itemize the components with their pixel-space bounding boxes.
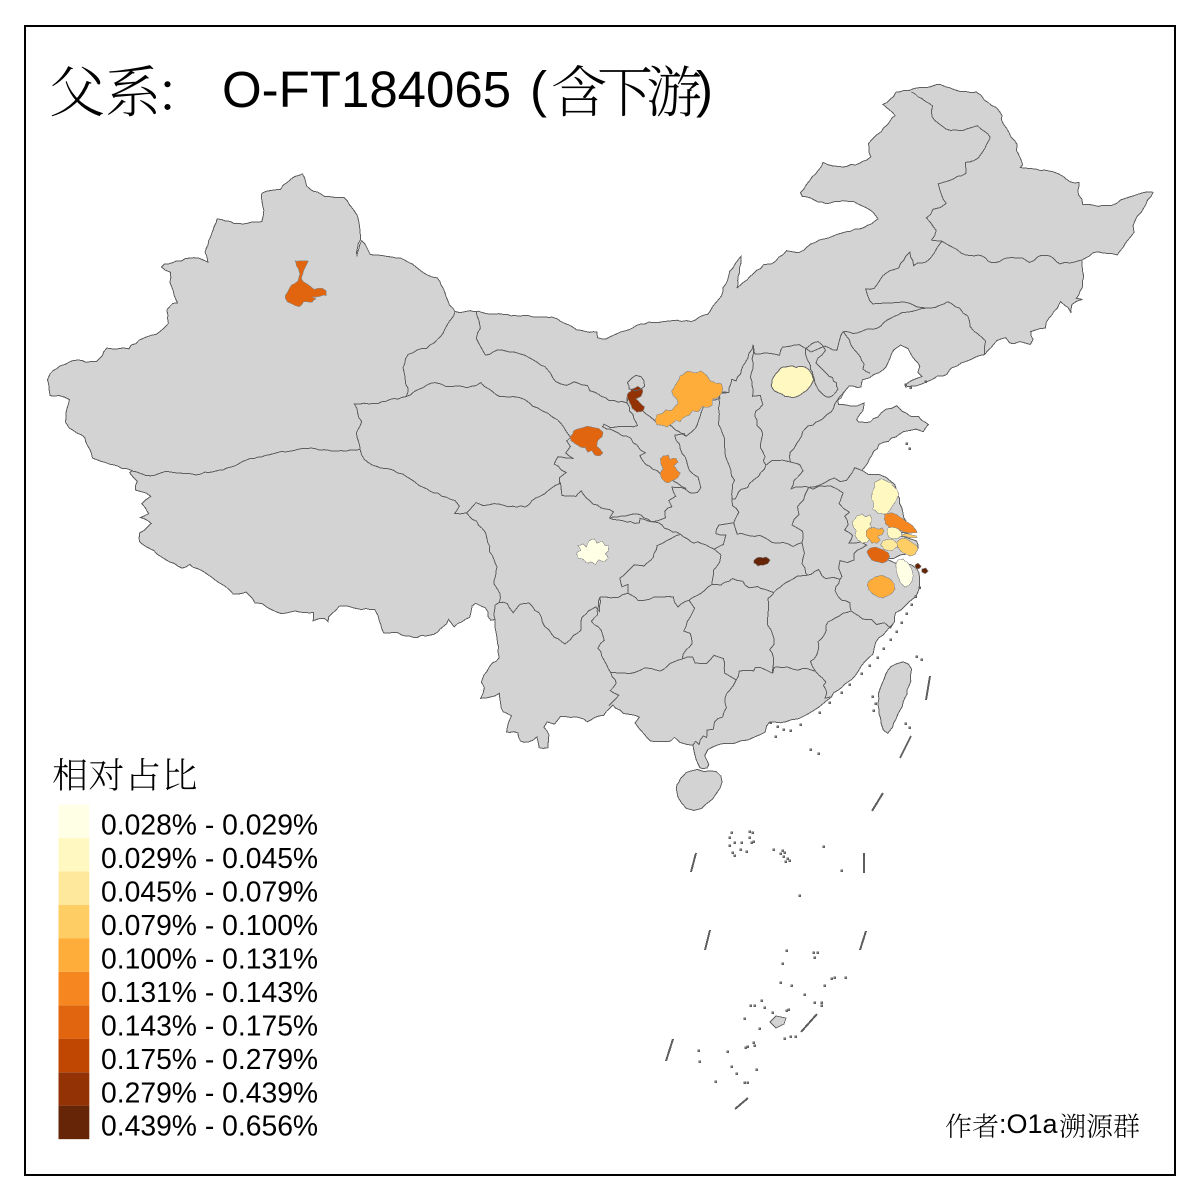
svg-text:0.131% - 0.143%: 0.131% - 0.143% xyxy=(101,976,318,1008)
svg-text:0.079% - 0.100%: 0.079% - 0.100% xyxy=(101,909,318,941)
svg-text:0.279% - 0.439%: 0.279% - 0.439% xyxy=(101,1076,318,1108)
svg-text:0.175% - 0.279%: 0.175% - 0.279% xyxy=(101,1043,318,1075)
svg-text:(: ( xyxy=(530,61,547,118)
svg-text:O-FT184065: O-FT184065 xyxy=(222,61,511,118)
svg-text:): ) xyxy=(696,61,713,118)
svg-text:0.028% - 0.029%: 0.028% - 0.029% xyxy=(101,809,318,841)
svg-text:0.100% - 0.131%: 0.100% - 0.131% xyxy=(101,942,318,974)
svg-text:0.029% - 0.045%: 0.029% - 0.045% xyxy=(101,842,318,874)
svg-text:0.045% - 0.079%: 0.045% - 0.079% xyxy=(101,876,318,908)
svg-text:0.143% - 0.175%: 0.143% - 0.175% xyxy=(101,1009,318,1041)
svg-text::O1a: :O1a xyxy=(999,1109,1059,1139)
svg-text:0.439% - 0.656%: 0.439% - 0.656% xyxy=(101,1110,318,1142)
